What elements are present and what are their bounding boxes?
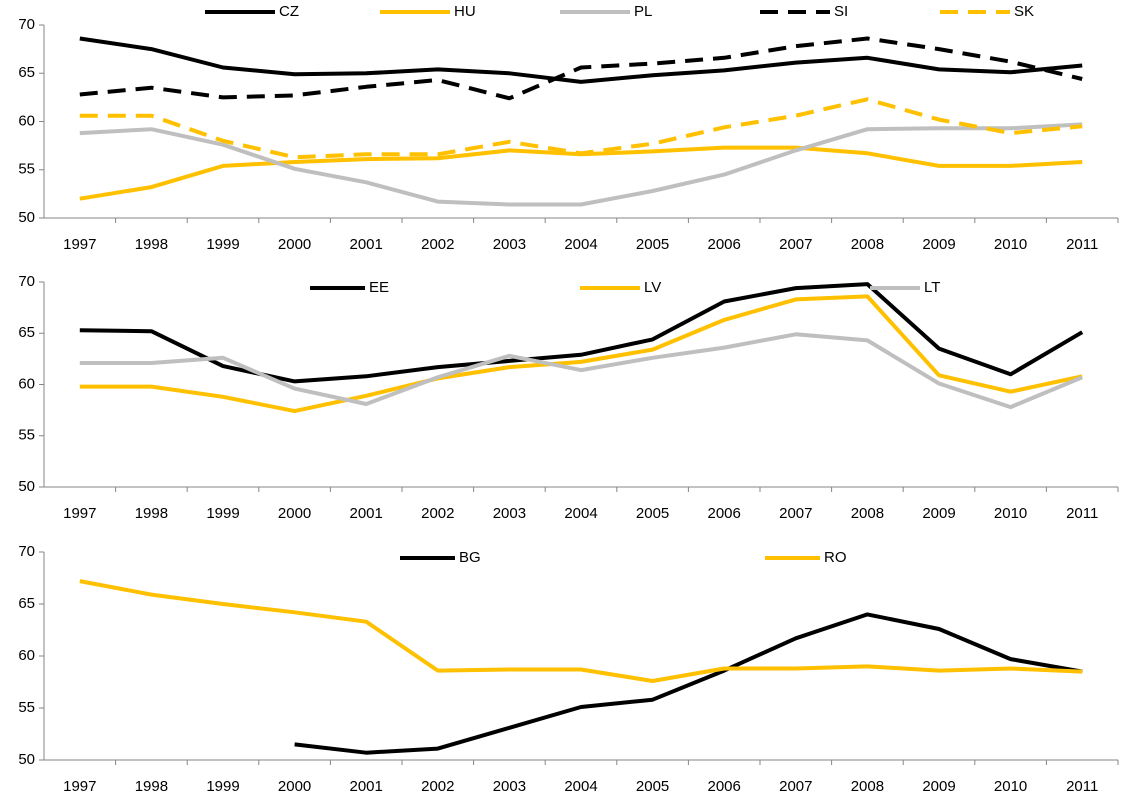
x-tick-label: 2006 <box>708 778 741 794</box>
y-tick-label: 60 <box>18 647 35 664</box>
y-tick-label: 70 <box>18 16 35 33</box>
x-tick-label: 1999 <box>206 236 239 253</box>
legend-label: SK <box>1014 3 1034 20</box>
x-tick-label: 2008 <box>851 505 884 522</box>
x-tick-label: 2003 <box>493 778 526 794</box>
x-tick-label: 2003 <box>493 505 526 522</box>
y-tick-label: 70 <box>18 273 35 290</box>
x-tick-label: 2010 <box>994 778 1027 794</box>
legend-label: RO <box>824 549 847 566</box>
y-tick-label: 60 <box>18 112 35 129</box>
legend-label: LV <box>644 279 661 296</box>
x-tick-label: 2002 <box>421 778 454 794</box>
data-line <box>294 612 1083 755</box>
x-tick-label: 2006 <box>708 236 741 253</box>
x-tick-label: 2001 <box>350 505 383 522</box>
x-tick-label: 2004 <box>564 778 597 794</box>
data-line <box>79 332 1083 410</box>
x-tick-label: 2007 <box>779 778 812 794</box>
x-tick-label: 2011 <box>1066 505 1098 522</box>
x-tick-label: 2011 <box>1066 236 1098 253</box>
x-tick-label: 1999 <box>206 505 239 522</box>
y-tick-label: 70 <box>18 543 35 560</box>
x-tick-label: 1997 <box>63 778 96 794</box>
x-tick-label: 2011 <box>1066 778 1098 794</box>
x-tick-label: 2009 <box>922 236 955 253</box>
x-tick-label: 2005 <box>636 236 669 253</box>
data-line <box>79 282 1084 384</box>
x-tick-label: 2000 <box>278 778 311 794</box>
data-line <box>79 97 1083 160</box>
x-tick-label: 2003 <box>493 236 526 253</box>
x-tick-label: 2002 <box>421 236 454 253</box>
x-tick-label: 2009 <box>922 778 955 794</box>
y-tick-label: 65 <box>18 64 35 81</box>
x-tick-label: 1999 <box>206 778 239 794</box>
y-tick-label: 50 <box>18 751 35 768</box>
x-tick-label: 2005 <box>636 778 669 794</box>
x-tick-label: 1998 <box>135 778 168 794</box>
y-tick-label: 50 <box>18 209 35 226</box>
x-tick-label: 2001 <box>350 778 383 794</box>
x-tick-label: 2002 <box>421 505 454 522</box>
x-tick-label: 1997 <box>63 505 96 522</box>
y-tick-label: 55 <box>18 699 35 716</box>
data-line <box>79 579 1083 683</box>
legend-label: PL <box>634 3 652 20</box>
x-tick-label: 2007 <box>779 505 812 522</box>
x-tick-label: 1997 <box>63 236 96 253</box>
data-line <box>79 294 1083 414</box>
x-tick-label: 2000 <box>278 505 311 522</box>
legend-label: HU <box>454 3 476 20</box>
x-tick-label: 2007 <box>779 236 812 253</box>
x-tick-label: 2008 <box>851 778 884 794</box>
x-tick-label: 2008 <box>851 236 884 253</box>
data-line <box>79 36 1083 84</box>
data-line <box>79 122 1083 207</box>
x-tick-label: 1998 <box>135 505 168 522</box>
y-tick-label: 60 <box>18 375 35 392</box>
y-tick-label: 65 <box>18 324 35 341</box>
legend-label: BG <box>459 549 481 566</box>
x-tick-label: 2004 <box>564 236 597 253</box>
x-tick-label: 1998 <box>135 236 168 253</box>
legend-label: CZ <box>279 3 299 20</box>
y-tick-label: 65 <box>18 595 35 612</box>
y-tick-label: 50 <box>18 478 35 495</box>
x-tick-label: 2001 <box>350 236 383 253</box>
x-tick-label: 2005 <box>636 505 669 522</box>
legend-label: SI <box>834 3 848 20</box>
x-tick-label: 2004 <box>564 505 597 522</box>
y-tick-label: 55 <box>18 161 35 178</box>
x-tick-label: 2000 <box>278 236 311 253</box>
legend-label: EE <box>369 279 389 296</box>
legend-label: LT <box>924 279 940 296</box>
x-tick-label: 2006 <box>708 505 741 522</box>
x-tick-label: 2009 <box>922 505 955 522</box>
data-line <box>79 36 1083 101</box>
x-tick-label: 2010 <box>994 505 1027 522</box>
y-tick-label: 55 <box>18 427 35 444</box>
x-tick-label: 2010 <box>994 236 1027 253</box>
